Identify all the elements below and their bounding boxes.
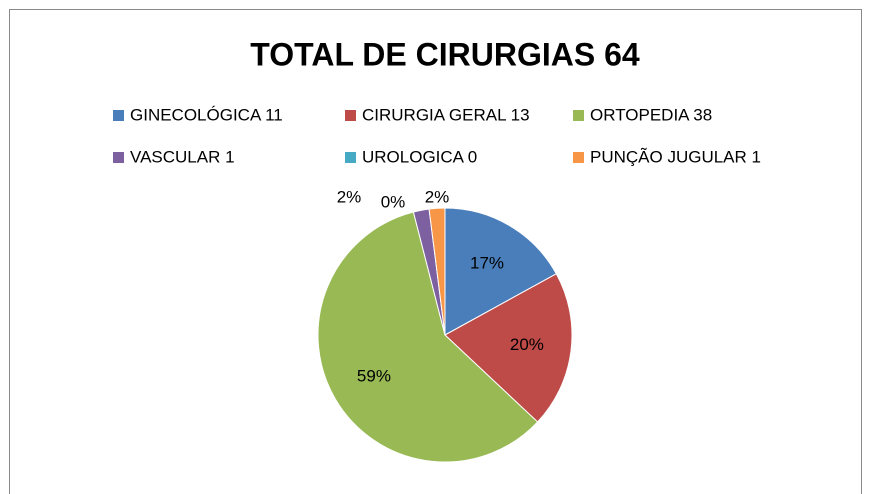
legend-label: ORTOPEDIA 38 xyxy=(590,105,712,124)
pie-slice xyxy=(444,273,573,423)
data-label: 59% xyxy=(357,367,391,386)
data-label: 2% xyxy=(337,187,362,206)
legend-label: UROLOGICA 0 xyxy=(362,147,477,166)
legend-swatch xyxy=(113,110,124,121)
legend-label: VASCULAR 1 xyxy=(130,147,235,166)
chart-title: TOTAL DE CIRURGIAS 64 xyxy=(250,36,640,72)
pie-slice xyxy=(317,211,539,463)
legend-label: PUNÇÃO JUGULAR 1 xyxy=(590,147,761,166)
legend-swatch xyxy=(573,110,584,121)
legend-swatch xyxy=(345,152,356,163)
legend-swatch xyxy=(113,152,124,163)
legend-swatch xyxy=(345,110,356,121)
data-label: 0% xyxy=(381,192,406,211)
legend-swatch xyxy=(573,152,584,163)
legend-label: CIRURGIA GERAL 13 xyxy=(362,105,530,124)
data-label: 2% xyxy=(425,187,450,206)
pie-slice xyxy=(428,207,446,336)
legend-label: GINECOLÓGICA 11 xyxy=(130,105,283,124)
data-label: 20% xyxy=(510,335,544,354)
data-label: 17% xyxy=(470,253,504,272)
pie-slice xyxy=(444,207,557,336)
